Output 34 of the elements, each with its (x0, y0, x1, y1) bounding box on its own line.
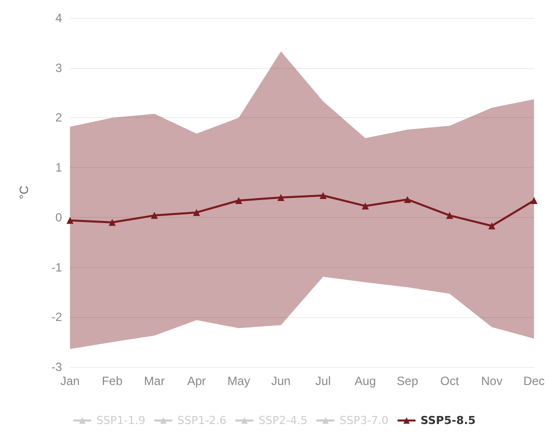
x-tick-label: Feb (102, 374, 123, 388)
point (193, 208, 200, 216)
point (150, 212, 158, 219)
point (446, 212, 454, 219)
y-tick-label: 0 (55, 210, 62, 224)
x-tick-label: May (227, 374, 250, 388)
y-tick-label: -2 (51, 310, 62, 324)
x-tick-label: Sep (396, 374, 418, 388)
x-tick-label: Jan (60, 374, 80, 388)
x-tick-label: Apr (187, 374, 206, 388)
point (108, 218, 116, 226)
x-tick-label: Aug (354, 374, 376, 388)
x-tick-label: Mar (144, 374, 165, 388)
y-tick-label: -3 (51, 360, 62, 374)
y-tick-label: -1 (51, 260, 62, 274)
y-tick-label: 1 (55, 160, 62, 175)
point (235, 196, 242, 204)
x-tick-label: Oct (440, 374, 460, 388)
point (362, 202, 369, 210)
legend-label: SSP5-8.5 (420, 414, 476, 427)
point (530, 196, 538, 204)
y-tick-label: 2 (55, 110, 62, 125)
x-tick-label: Nov (481, 374, 502, 388)
x-tick-label: Jun (271, 374, 291, 388)
x-tick-label: Jul (315, 374, 331, 388)
y-axis-title: °C (17, 185, 31, 200)
point (488, 222, 496, 230)
point (320, 192, 327, 199)
point (277, 194, 284, 201)
y-tick-label: 4 (55, 11, 62, 25)
point (404, 196, 411, 203)
x-tick-label: Dec (523, 374, 545, 388)
point (66, 216, 74, 224)
y-tick-label: 3 (55, 60, 62, 75)
